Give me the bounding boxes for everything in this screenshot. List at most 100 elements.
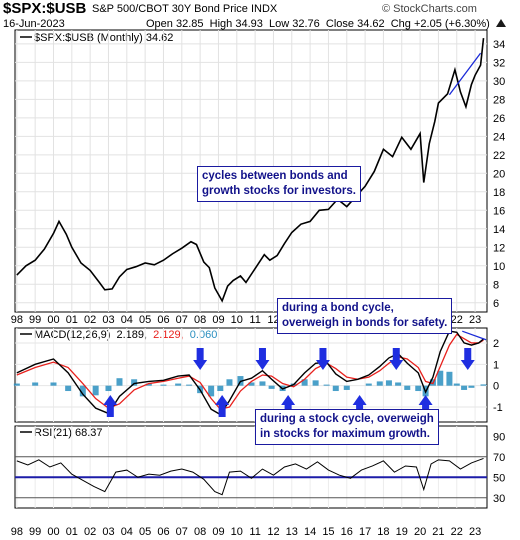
x-tick-label-bottom: 20 — [414, 526, 426, 538]
x-tick-label-bottom: 13 — [286, 526, 298, 538]
annotation-cycles: cycles between bonds and growth stocks f… — [197, 166, 362, 202]
macd-histogram-bar — [186, 384, 193, 386]
macd-histogram-bar — [131, 379, 138, 386]
x-tick-label-bottom: 05 — [139, 526, 151, 538]
chg-value: +2.05 (+6.30%) — [413, 18, 490, 30]
x-tick-label-mid: 05 — [139, 314, 151, 326]
x-tick-label-bottom: 23 — [469, 526, 481, 538]
macd-panel-frame — [14, 327, 488, 423]
x-tick-label-bottom: 09 — [212, 526, 224, 538]
arrow-down-icon — [389, 348, 404, 370]
annotation-cycles-line-1: cycles between bonds and — [202, 170, 348, 182]
x-tick-label-bottom: 99 — [29, 526, 41, 538]
macd-y-tick-label: 2 — [493, 338, 499, 350]
x-tick-label-bottom: 16 — [341, 526, 353, 538]
x-tick-label-mid: 06 — [157, 314, 169, 326]
macd-histogram-bar — [116, 378, 123, 386]
macd-histogram-bar — [105, 385, 112, 392]
price-y-tick-label: 12 — [493, 242, 505, 254]
x-tick-label-bottom: 98 — [11, 526, 23, 538]
price-trendline — [448, 52, 482, 96]
macd-histogram-bar — [437, 370, 444, 386]
rsi-panel-frame — [14, 425, 488, 509]
close-value: 34.62 — [357, 18, 385, 30]
macd-histogram-bar — [160, 384, 167, 386]
x-tick-label-mid: 09 — [212, 314, 224, 326]
macd-histogram-bar — [13, 383, 20, 386]
macd-signal-line — [16, 333, 484, 410]
x-tick-label-bottom: 01 — [66, 526, 78, 538]
x-tick-label-bottom: 11 — [249, 526, 260, 538]
macd-histogram-bar — [226, 379, 233, 386]
macd-histogram-bar — [65, 385, 72, 392]
price-y-tick-label: 16 — [493, 205, 505, 217]
x-tick-label-mid: 11 — [249, 314, 260, 326]
x-tick-label-bottom: 18 — [377, 526, 389, 538]
macd-histogram-bar — [312, 380, 319, 386]
high-label: High — [209, 18, 233, 30]
x-tick-label-mid: 99 — [29, 314, 41, 326]
x-tick-label-mid: 10 — [231, 314, 243, 326]
quote-date: 16-Jun-2023 — [3, 18, 65, 30]
price-y-tick-label: 34 — [493, 39, 505, 51]
watermark-logo: © StockCharts.com — [382, 3, 477, 15]
price-y-tick-label: 6 — [493, 298, 499, 310]
x-tick-label-bottom: 10 — [231, 526, 243, 538]
macd-histogram-bar — [461, 385, 468, 390]
arrow-down-icon — [460, 348, 475, 370]
macd-histogram-bar — [404, 385, 411, 390]
macd-line — [16, 330, 484, 416]
annotation-bond-cycle: during a bond cycle, overweigh in bonds … — [277, 298, 453, 334]
low-label: Low — [268, 18, 290, 30]
annotation-bond-line-1: during a bond cycle, — [282, 302, 394, 314]
x-tick-label-bottom: 19 — [396, 526, 408, 538]
macd-histogram-bar — [446, 371, 453, 386]
rsi-y-tick-label: 30 — [493, 493, 505, 505]
x-tick-label-bottom: 08 — [194, 526, 206, 538]
annotation-stock-cycle: during a stock cycle, overweigh in stock… — [255, 409, 439, 445]
annotation-cycles-line-2: growth stocks for investors. — [202, 185, 357, 197]
price-series-line — [16, 38, 485, 303]
price-y-tick-label: 28 — [493, 94, 505, 106]
annotation-stock-line-1: during a stock cycle, overweigh — [260, 413, 434, 425]
macd-histogram-bar — [395, 382, 402, 386]
macd-histogram-bar — [301, 379, 308, 386]
macd-histogram-bar — [323, 384, 330, 386]
macd-histogram-bar — [92, 385, 99, 396]
macd-histogram-bar — [385, 380, 392, 386]
x-tick-label-mid: 04 — [121, 314, 133, 326]
x-tick-label-bottom: 17 — [359, 526, 371, 538]
x-tick-label-bottom: 12 — [267, 526, 279, 538]
macd-trendline — [462, 330, 487, 341]
macd-legend-macd-value: 2.189, — [116, 329, 147, 341]
macd-legend-hist-value: 0.060 — [190, 329, 218, 341]
macd-histogram-bar — [208, 385, 215, 397]
annotation-bond-line-2: overweigh in bonds for safety. — [282, 317, 448, 329]
macd-histogram-bar — [453, 383, 460, 386]
macd-histogram-bar — [248, 382, 255, 386]
price-y-tick-label: 10 — [493, 261, 505, 273]
macd-histogram-bar — [259, 381, 266, 386]
macd-y-tick-label: -1 — [493, 402, 503, 414]
price-y-tick-label: 8 — [493, 279, 499, 291]
macd-histogram-bar — [480, 384, 487, 386]
open-value: 32.85 — [175, 18, 204, 30]
price-legend: $SPX:$USB (Monthly) 34.62 — [34, 32, 173, 44]
x-tick-label-bottom: 15 — [322, 526, 334, 538]
price-y-tick-label: 26 — [493, 113, 505, 125]
low-value: 32.76 — [292, 18, 320, 30]
x-tick-label-bottom: 14 — [304, 526, 316, 538]
ohlc-readout: Open 32.85 High 34.93 Low 32.76 Close 34… — [146, 18, 506, 30]
x-tick-label-bottom: 22 — [451, 526, 463, 538]
macd-histogram-bar — [332, 385, 339, 392]
x-tick-label-mid: 01 — [66, 314, 78, 326]
x-tick-label-bottom: 02 — [84, 526, 96, 538]
x-tick-label-bottom: 04 — [121, 526, 133, 538]
up-triangle-icon — [495, 19, 506, 27]
macd-y-tick-label: 1 — [493, 359, 499, 371]
arrow-down-icon — [255, 348, 270, 370]
macd-histogram-bar — [268, 385, 275, 389]
x-tick-label-mid: 08 — [194, 314, 206, 326]
x-tick-label-mid: 12 — [267, 314, 279, 326]
